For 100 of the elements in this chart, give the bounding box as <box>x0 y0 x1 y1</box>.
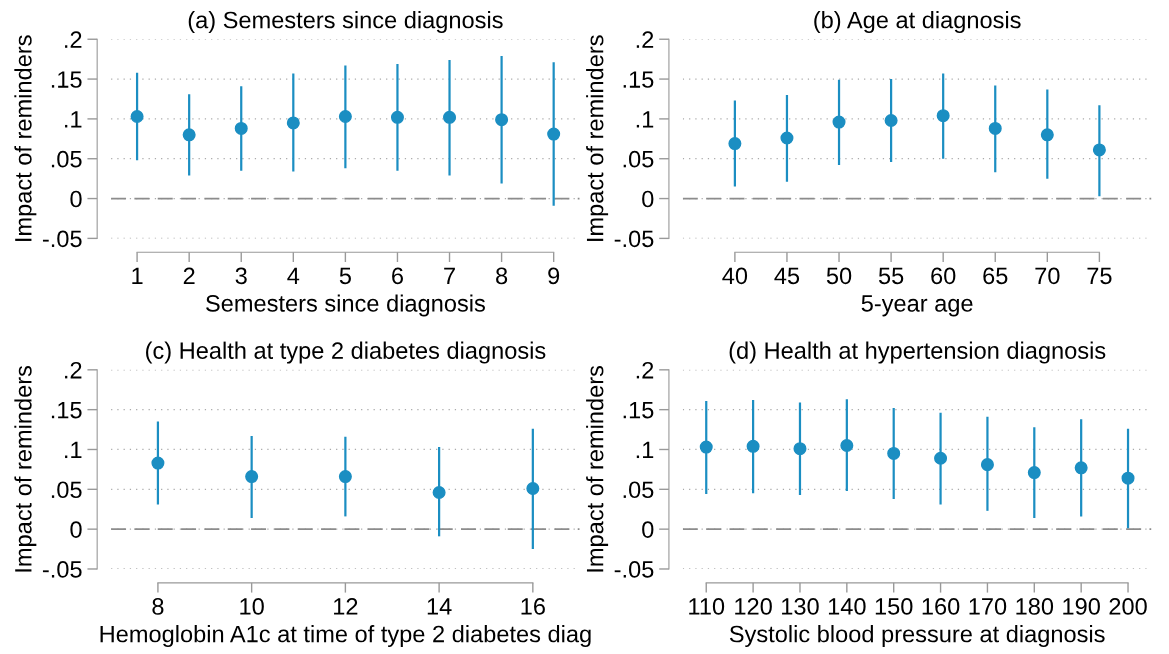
x-tick-label: 16 <box>521 598 545 615</box>
x-tick-label: 130 <box>782 598 819 615</box>
x-tick-label: 75 <box>1087 267 1112 285</box>
y-tick-label: 0 <box>642 521 654 538</box>
x-tick-label: 55 <box>878 267 904 285</box>
chart-title: (c) Health at type 2 diabetes diagnosis <box>146 341 546 364</box>
x-tick-label: 160 <box>922 598 960 615</box>
point <box>840 439 854 453</box>
x-tick-label: 14 <box>427 598 452 615</box>
x-axis-title: Systolic blood pressure at diagnosis <box>729 625 1105 648</box>
point <box>245 470 259 484</box>
x-tick-label: 7 <box>444 267 455 284</box>
y-tick-label: .1 <box>636 441 654 459</box>
y-tick-label: .1 <box>65 111 82 128</box>
point <box>728 137 742 151</box>
x-tick-label: 10 <box>240 598 264 615</box>
x-tick-label: 65 <box>983 267 1008 285</box>
point <box>934 451 948 465</box>
y-tick-label: .1 <box>636 111 654 128</box>
y-tick-label: .15 <box>51 71 82 88</box>
x-tick-label: 70 <box>1035 267 1060 285</box>
x-tick-label: 6 <box>392 267 403 285</box>
point <box>1092 143 1106 157</box>
x-tick-label: 140 <box>828 598 866 615</box>
point <box>151 456 165 470</box>
y-tick-label: .2 <box>65 31 82 48</box>
point <box>182 128 196 142</box>
x-tick-label: 120 <box>735 598 772 615</box>
x-tick-label: 12 <box>334 598 358 615</box>
x-tick-label: 190 <box>1063 598 1100 615</box>
y-tick-label: -.05 <box>614 561 654 578</box>
x-tick-label: 9 <box>548 267 560 285</box>
x-tick-label: 110 <box>689 598 725 615</box>
point <box>286 116 300 130</box>
point <box>988 121 1002 135</box>
point <box>746 439 760 453</box>
x-axis-title: Semesters since diagnosis <box>206 294 485 317</box>
point <box>390 110 404 124</box>
y-tick-label: .2 <box>636 31 654 48</box>
point <box>495 113 509 127</box>
y-tick-label: 0 <box>642 190 654 208</box>
point <box>443 110 457 124</box>
point <box>793 442 807 456</box>
chart-title: (a) Semesters since diagnosis <box>188 11 503 34</box>
point <box>832 115 846 129</box>
x-tick-label: 40 <box>722 267 748 285</box>
x-tick-label: 1 <box>132 267 143 284</box>
point <box>1040 128 1054 142</box>
point <box>1074 461 1088 475</box>
x-tick-label: 60 <box>931 267 956 285</box>
point <box>884 113 898 127</box>
y-tick-label: .2 <box>636 361 654 379</box>
x-tick-label: 200 <box>1109 598 1147 615</box>
y-tick-label: .05 <box>623 150 654 168</box>
x-tick-label: 45 <box>774 267 800 285</box>
point <box>432 486 446 500</box>
point <box>547 127 561 141</box>
point <box>338 470 352 484</box>
y-tick-label: .2 <box>65 361 82 379</box>
point <box>1027 466 1041 480</box>
point <box>936 109 950 123</box>
x-tick-label: 150 <box>875 598 913 615</box>
point <box>780 131 794 145</box>
x-tick-label: 8 <box>152 598 164 615</box>
chart-title: (b) Age at diagnosis <box>814 11 1021 34</box>
x-tick-label: 5 <box>339 267 351 285</box>
y-tick-label: .15 <box>623 401 654 419</box>
x-axis-title: Hemoglobin A1c at time of type 2 diabetes diag <box>100 625 591 648</box>
y-axis-title: Impact of reminders <box>14 35 37 241</box>
point <box>980 458 994 472</box>
y-tick-label: -.05 <box>42 561 82 578</box>
x-axis-title: 5-year age <box>861 295 973 317</box>
y-tick-label: .05 <box>623 481 654 499</box>
point <box>234 121 248 135</box>
y-tick-label: 0 <box>70 521 82 538</box>
y-tick-label: .05 <box>51 150 82 168</box>
x-tick-label: 170 <box>969 598 1007 615</box>
y-tick-label: .15 <box>51 401 82 419</box>
y-tick-label: .15 <box>623 71 654 88</box>
x-tick-label: 4 <box>287 267 300 284</box>
point <box>887 446 901 460</box>
y-tick-label: -.05 <box>42 230 82 248</box>
y-tick-label: .05 <box>51 481 82 499</box>
y-tick-label: 0 <box>70 190 82 208</box>
chart-title: (d) Health at hypertension diagnosis <box>729 341 1106 364</box>
point <box>1121 471 1135 485</box>
point <box>338 110 352 124</box>
y-axis-title: Impact of reminders <box>14 365 37 572</box>
x-tick-label: 180 <box>1016 598 1054 615</box>
x-tick-label: 8 <box>496 267 508 285</box>
point <box>526 482 540 496</box>
y-tick-label: -.05 <box>614 230 654 248</box>
y-axis-title: Impact of reminders <box>586 35 609 241</box>
x-tick-label: 2 <box>183 267 195 284</box>
x-tick-label: 50 <box>826 267 852 285</box>
y-axis-title: Impact of reminders <box>586 365 609 572</box>
x-tick-label: 3 <box>235 267 247 285</box>
point <box>699 440 713 454</box>
y-tick-label: .1 <box>65 441 82 459</box>
point <box>130 110 144 124</box>
